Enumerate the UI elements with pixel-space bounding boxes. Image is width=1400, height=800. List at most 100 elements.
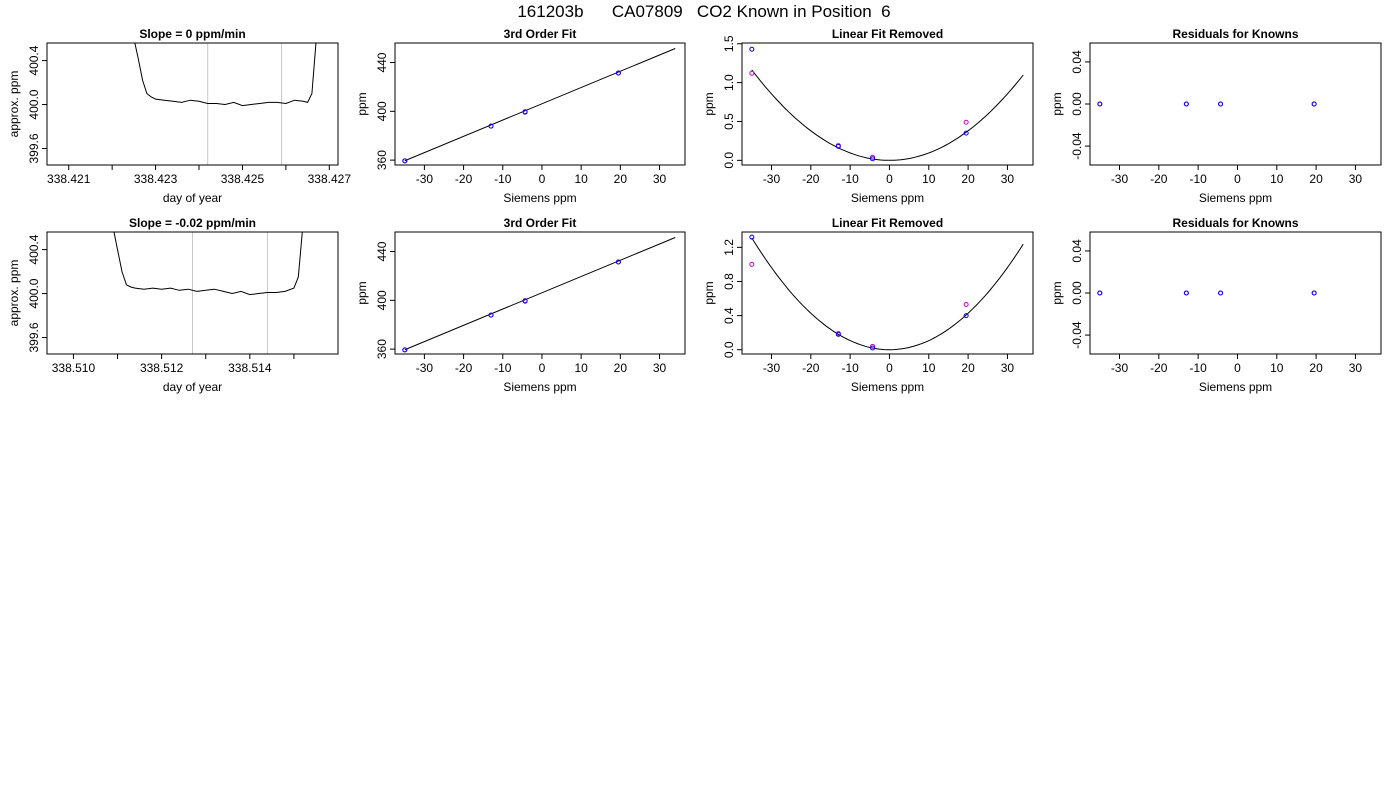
plot-area [749, 234, 1024, 351]
x-tick-label: -30 [416, 361, 434, 375]
x-axis-label: Siemens ppm [503, 380, 576, 394]
data-point [963, 313, 969, 319]
x-tick-label: 20 [614, 172, 628, 186]
y-tick-label: 440 [375, 52, 389, 72]
data-point [1097, 290, 1103, 296]
data-point [522, 109, 528, 115]
y-tick-label: 400 [375, 290, 389, 310]
y-tick-label: 440 [375, 241, 389, 261]
x-tick-label: 10 [922, 361, 936, 375]
trace-line [113, 232, 303, 296]
data-point [1183, 101, 1189, 107]
panel-6: 3rd Order Fit -30 -20 -10 0 10 20 30 360 400 440 Si… [355, 216, 686, 394]
y-tick-label: 0.00 [1070, 281, 1084, 305]
panel-3: Linear Fit Removed -30 -20 -10 0 10 20 30 0.0 0.5… [702, 27, 1034, 205]
y-tick-label: 399.6 [27, 322, 41, 352]
data-point [1311, 101, 1317, 107]
x-axis-label: Siemens ppm [851, 380, 924, 394]
y-tick-label: 400.0 [27, 89, 41, 119]
x-tick-label: -20 [1150, 172, 1168, 186]
x-tick-label: 20 [961, 361, 975, 375]
panels: Slope = 0 ppm/min 338.421 338.423 338.425 33… [7, 27, 1382, 394]
y-tick-label: 0.4 [722, 307, 736, 324]
y-tick-label: -0.04 [1070, 321, 1084, 349]
data-point [615, 70, 621, 76]
x-tick-label: -10 [841, 361, 859, 375]
panel-title: 3rd Order Fit [504, 216, 577, 230]
x-tick-label: -20 [1150, 361, 1168, 375]
y-tick-label: 360 [375, 339, 389, 359]
panel-title: 3rd Order Fit [504, 27, 577, 41]
fit-line [404, 237, 676, 351]
x-tick-label: 0 [539, 361, 546, 375]
y-axis-label: ppm [1050, 92, 1064, 115]
x-tick-label: 0 [886, 361, 893, 375]
x-axis-label: Siemens ppm [851, 191, 924, 205]
x-tick-label: 20 [1309, 172, 1323, 186]
data-point [615, 259, 621, 265]
x-tick-label: 30 [653, 361, 667, 375]
plot-area [113, 232, 303, 296]
x-tick-label: 0 [539, 172, 546, 186]
figure-title: 161203b CA07809 CO2 Known in Position 6 [517, 2, 890, 21]
panel-title: Residuals for Knowns [1172, 27, 1298, 41]
y-tick-label: 399.6 [27, 133, 41, 163]
panel-title: Linear Fit Removed [832, 27, 943, 41]
x-axis-label: Siemens ppm [503, 191, 576, 205]
x-tick-label: -30 [1111, 172, 1129, 186]
y-tick-label: 0.5 [722, 113, 736, 130]
plot-frame [394, 42, 686, 166]
x-tick-label: 338.514 [228, 361, 272, 375]
data-point [402, 158, 408, 164]
panel-4: Residuals for Knowns -30 -20 -10 0 10 20 30 -0.0… [1050, 27, 1382, 205]
x-axis-label: day of year [163, 380, 222, 394]
data-point [963, 119, 969, 125]
plot-area [402, 237, 676, 353]
x-tick-label: -10 [1189, 172, 1207, 186]
fit-curve [751, 69, 1024, 161]
x-tick-label: -20 [802, 172, 820, 186]
x-tick-label: -20 [455, 361, 473, 375]
x-tick-label: -30 [416, 172, 434, 186]
x-tick-label: 10 [574, 361, 588, 375]
data-point [749, 261, 755, 267]
y-axis-label: ppm [702, 92, 716, 115]
panel-title: Linear Fit Removed [832, 216, 943, 230]
plot-frame [46, 231, 339, 355]
x-tick-label: 20 [614, 361, 628, 375]
trace-line [134, 43, 317, 107]
plot-frame [741, 231, 1034, 355]
plot-frame [1089, 231, 1382, 355]
y-tick-label: 1.5 [722, 35, 736, 52]
y-axis-label: ppm [355, 92, 369, 115]
data-point [1218, 290, 1224, 296]
panel-7: Linear Fit Removed -30 -20 -10 0 10 20 30 0.0 0.4… [702, 216, 1034, 394]
x-tick-label: 10 [1270, 172, 1284, 186]
data-point [870, 345, 876, 351]
plot-area [1097, 101, 1317, 107]
x-tick-label: 338.510 [52, 361, 96, 375]
data-point [963, 302, 969, 308]
x-tick-label: 0 [886, 172, 893, 186]
y-axis-label: ppm [355, 281, 369, 304]
data-point [870, 154, 876, 160]
y-tick-label: 0.8 [722, 273, 736, 290]
y-tick-label: 400.0 [27, 278, 41, 308]
panel-8: Residuals for Knowns -30 -20 -10 0 10 20 30 -0.0… [1050, 216, 1382, 394]
y-tick-label: 0.0 [722, 152, 736, 169]
panel-2: 3rd Order Fit -30 -20 -10 0 10 20 30 360 400 440 Si… [355, 27, 686, 205]
panel-title: Slope = 0 ppm/min [139, 27, 245, 41]
y-tick-label: 360 [375, 150, 389, 170]
x-tick-label: 10 [574, 172, 588, 186]
y-axis-label: ppm [1050, 281, 1064, 304]
x-tick-label: 10 [1270, 361, 1284, 375]
fit-line [404, 48, 676, 162]
data-point [1183, 290, 1189, 296]
y-tick-label: 0.04 [1070, 239, 1084, 263]
y-axis-label: ppm [702, 281, 716, 304]
x-tick-label: 338.421 [47, 172, 91, 186]
plot-frame [394, 231, 686, 355]
x-tick-label: 20 [961, 172, 975, 186]
x-axis-label: Siemens ppm [1199, 191, 1272, 205]
